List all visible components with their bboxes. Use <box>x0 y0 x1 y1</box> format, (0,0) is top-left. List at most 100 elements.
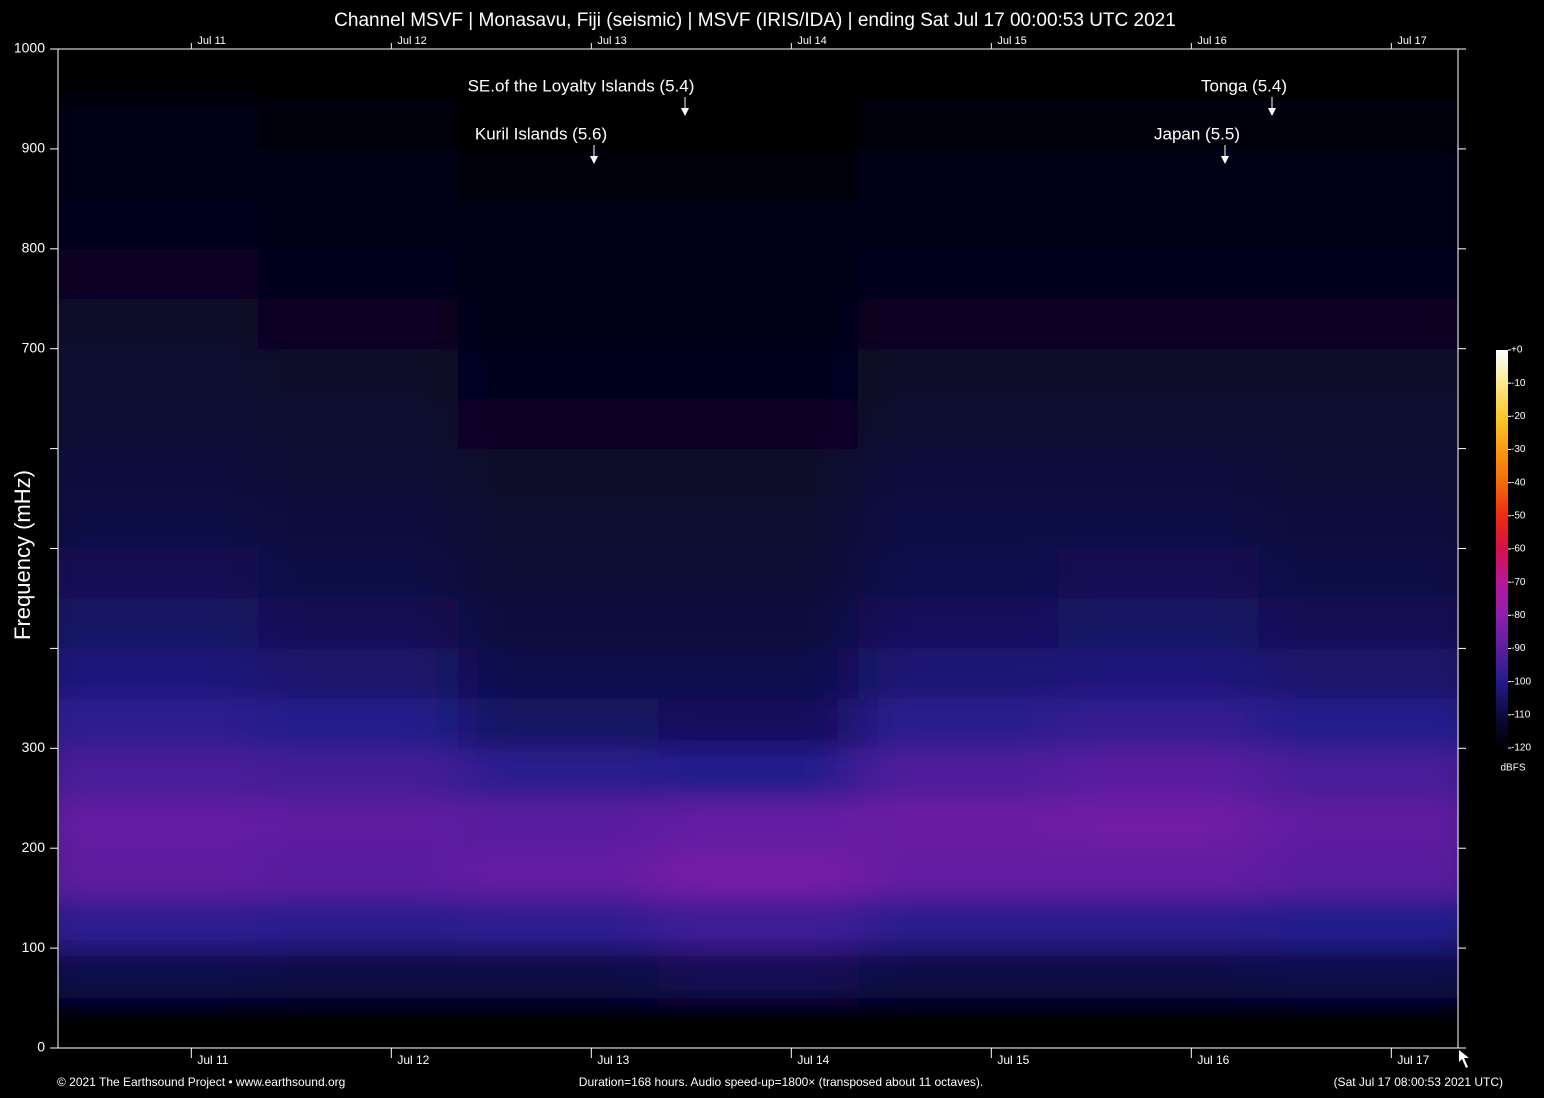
heat-cell <box>258 998 458 1048</box>
heat-cell <box>658 798 858 849</box>
heat-cell <box>658 598 858 649</box>
heat-cell <box>58 248 258 299</box>
heat-cell <box>658 348 858 399</box>
heat-cell <box>1258 198 1458 249</box>
heat-cell <box>658 998 858 1048</box>
colorbar-tick-label: +0 <box>1511 345 1523 356</box>
heat-cell <box>1258 298 1458 349</box>
heat-cell <box>258 548 458 599</box>
heat-cell <box>258 648 458 699</box>
y-axis-title: Frequency (mHz) <box>10 470 35 640</box>
heat-cell <box>658 698 858 749</box>
heat-cell <box>1058 398 1258 449</box>
heat-cell <box>258 898 458 949</box>
heat-cell <box>658 49 858 99</box>
heat-cell <box>58 598 258 649</box>
heat-cell <box>658 498 858 549</box>
heat-cell <box>58 798 258 849</box>
x-tick-label: Jul 12 <box>397 1053 429 1067</box>
heat-cell <box>58 448 258 499</box>
heat-cell <box>658 298 858 349</box>
heat-cell <box>258 298 458 349</box>
heat-cell <box>858 648 1058 699</box>
heat-cell <box>1058 198 1258 249</box>
heat-cell <box>58 49 258 99</box>
colorbar-tick-label: -100 <box>1511 676 1531 687</box>
heat-cell <box>858 948 1058 999</box>
heat-cell <box>1258 948 1458 999</box>
heat-cell <box>858 998 1058 1048</box>
heat-cell <box>458 448 658 499</box>
heat-cell <box>1058 448 1258 499</box>
heat-cell <box>58 648 258 699</box>
heat-cell <box>258 848 458 899</box>
heat-cell <box>58 548 258 599</box>
heat-cell <box>458 398 658 449</box>
heat-cell <box>658 548 858 599</box>
heat-cell <box>458 898 658 949</box>
heatmap <box>58 49 1458 1048</box>
y-tick-label: 200 <box>22 839 46 855</box>
heat-cell <box>658 748 858 799</box>
colorbar-tick-label: -90 <box>1511 643 1526 654</box>
heat-cell <box>1258 898 1458 949</box>
colorbar-tick-label: -10 <box>1511 378 1526 389</box>
heat-cell <box>58 498 258 549</box>
heat-cell <box>858 49 1058 99</box>
y-tick-label: 1000 <box>14 40 45 56</box>
heat-cell <box>1058 848 1258 899</box>
heat-cell <box>858 698 1058 749</box>
heat-cell <box>858 598 1058 649</box>
heat-cell <box>58 748 258 799</box>
chart-title: Channel MSVF | Monasavu, Fiji (seismic) … <box>334 10 1176 31</box>
heat-cell <box>258 348 458 399</box>
heat-cell <box>1258 498 1458 549</box>
heat-cell <box>58 398 258 449</box>
heat-cell <box>258 248 458 299</box>
heat-cell <box>458 49 658 99</box>
heat-cell <box>1058 248 1258 299</box>
heat-cell <box>858 498 1058 549</box>
heat-cell <box>58 998 258 1048</box>
heat-cell <box>58 698 258 749</box>
heat-cell <box>658 148 858 199</box>
x-tick-label-top: Jul 14 <box>797 35 826 47</box>
heat-cell <box>458 798 658 849</box>
heat-cell <box>858 898 1058 949</box>
heat-cell <box>858 98 1058 149</box>
x-tick-label-top: Jul 12 <box>397 35 426 47</box>
footer-left: © 2021 The Earthsound Project • www.eart… <box>57 1075 345 1089</box>
heat-cell <box>1258 98 1458 149</box>
heat-cell <box>58 198 258 249</box>
heat-cell <box>1058 948 1258 999</box>
colorbar-tick-label: -70 <box>1511 577 1526 588</box>
heat-cell <box>58 848 258 899</box>
x-tick-label: Jul 15 <box>997 1053 1029 1067</box>
heat-cell <box>458 648 658 699</box>
heat-cell <box>1258 748 1458 799</box>
heat-cell <box>858 848 1058 899</box>
heat-cell <box>1058 648 1258 699</box>
colorbar <box>1496 350 1508 748</box>
heat-cell <box>1258 648 1458 699</box>
corner-arrow <box>1459 1050 1469 1068</box>
heat-cell <box>258 398 458 449</box>
heat-cell <box>458 148 658 199</box>
footer-center: Duration=168 hours. Audio speed-up=1800×… <box>579 1075 983 1089</box>
heat-cell <box>458 298 658 349</box>
heat-cell <box>458 948 658 999</box>
x-tick-label-top: Jul 11 <box>197 35 226 47</box>
annotation: SE.of the Loyalty Islands (5.4) <box>468 76 695 95</box>
heat-cell <box>458 598 658 649</box>
heat-cell <box>1058 598 1258 649</box>
colorbar-tick-label: -50 <box>1511 510 1526 521</box>
heat-cell <box>1058 998 1258 1048</box>
heat-cell <box>1258 348 1458 399</box>
heat-cell <box>1258 398 1458 449</box>
heat-cell <box>258 148 458 199</box>
heat-cell <box>658 448 858 499</box>
heat-cell <box>458 748 658 799</box>
heat-cell <box>858 298 1058 349</box>
y-tick-label: 800 <box>22 240 46 256</box>
x-tick-label-top: Jul 13 <box>597 35 626 47</box>
